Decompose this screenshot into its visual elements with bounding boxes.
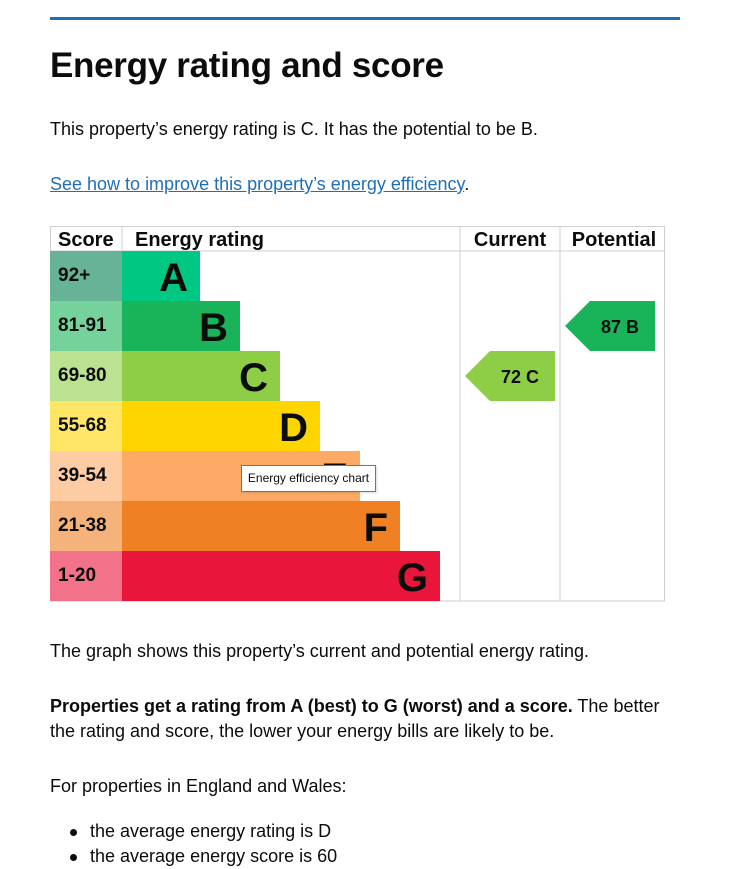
- header-potential: Potential: [572, 229, 656, 251]
- header-score: Score: [58, 229, 114, 251]
- rating-bar: [122, 301, 240, 351]
- rating-explanation-rest: The better the rating and score, the low…: [50, 696, 660, 741]
- rating-letter: B: [199, 306, 228, 350]
- chart-tooltip: Energy efficiency chart: [241, 465, 376, 492]
- score-cell: [50, 351, 122, 401]
- section-divider: [50, 17, 680, 20]
- rating-bar: [122, 351, 280, 401]
- rating-summary: This property’s energy rating is C. It h…: [50, 119, 538, 139]
- rating-bar: [122, 551, 440, 601]
- current-rating-label: 72 C: [501, 367, 539, 387]
- potential-arrow: [565, 301, 655, 351]
- score-cell: [50, 301, 122, 351]
- header-current: Current: [474, 229, 547, 251]
- score-cell: [50, 451, 122, 501]
- energy-efficiency-chart: Score Energy rating Current Potential 92+ A 8…: [50, 226, 665, 602]
- score-label: 81-91: [58, 315, 107, 336]
- rating-letter: A: [159, 256, 188, 300]
- rating-bar: [122, 401, 320, 451]
- averages-list: the average energy rating is D the avera…: [50, 819, 337, 869]
- score-label: 39-54: [58, 465, 107, 486]
- score-cell: [50, 551, 122, 601]
- potential-rating-label: 87 B: [601, 317, 639, 337]
- rating-letter: G: [397, 556, 428, 600]
- rating-bar: [122, 501, 400, 551]
- current-arrow: [465, 351, 555, 401]
- score-label: 92+: [58, 265, 90, 286]
- improve-efficiency-link[interactable]: See how to improve this property’s energ…: [50, 174, 465, 194]
- header-energy-rating: Energy rating: [135, 229, 264, 251]
- rating-explanation-bold: Properties get a rating from A (best) to…: [50, 696, 573, 716]
- score-cell: [50, 501, 122, 551]
- improve-paragraph: See how to improve this property’s energ…: [50, 172, 469, 197]
- list-item: the average energy rating is D: [50, 819, 337, 844]
- rating-bar: [122, 251, 200, 301]
- improve-link-suffix: .: [464, 174, 470, 194]
- score-cell: [50, 401, 122, 451]
- rating-letter: D: [279, 406, 308, 450]
- region-intro: For properties in England and Wales:: [50, 776, 347, 796]
- score-label: 69-80: [58, 365, 107, 386]
- list-item: the average energy score is 60: [50, 844, 337, 869]
- rating-letter: C: [239, 356, 268, 400]
- graph-description: The graph shows this property’s current …: [50, 641, 589, 661]
- page-title: Energy rating and score: [50, 46, 444, 85]
- score-label: 21-38: [58, 515, 107, 536]
- score-cell: [50, 251, 122, 301]
- rating-letter: F: [364, 506, 388, 550]
- rating-explanation: Properties get a rating from A (best) to…: [50, 694, 680, 744]
- score-label: 1-20: [58, 565, 96, 586]
- score-label: 55-68: [58, 415, 107, 436]
